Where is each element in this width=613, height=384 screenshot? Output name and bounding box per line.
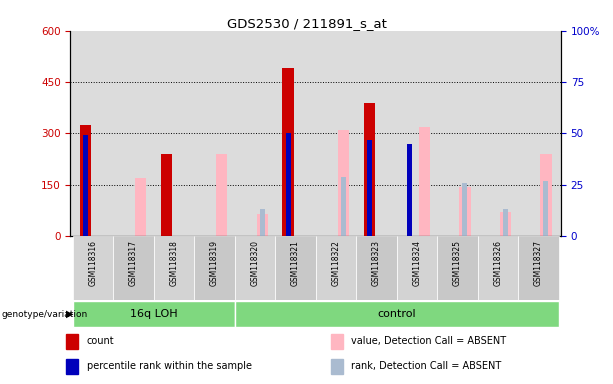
Bar: [407, 144, 412, 236]
Bar: [283, 68, 294, 236]
Bar: [286, 133, 291, 236]
Text: GSM118316: GSM118316: [88, 240, 97, 286]
Text: GSM118326: GSM118326: [493, 240, 503, 286]
Bar: [256, 214, 268, 236]
Text: 16q LOH: 16q LOH: [130, 309, 177, 319]
Bar: [135, 178, 147, 236]
Bar: [66, 334, 78, 349]
Bar: [478, 236, 519, 300]
Text: count: count: [86, 336, 114, 346]
Text: percentile rank within the sample: percentile rank within the sample: [86, 361, 251, 371]
Bar: [341, 177, 346, 236]
Bar: [235, 236, 275, 300]
Bar: [338, 130, 349, 236]
Bar: [331, 359, 343, 374]
Text: GDS2530 / 211891_s_at: GDS2530 / 211891_s_at: [227, 17, 386, 30]
Text: GSM118320: GSM118320: [250, 240, 259, 286]
Bar: [72, 236, 113, 300]
Bar: [161, 154, 172, 236]
Bar: [540, 154, 552, 236]
Text: ▶: ▶: [66, 309, 74, 319]
Bar: [459, 187, 471, 236]
Bar: [364, 103, 375, 236]
Bar: [331, 334, 343, 349]
Bar: [356, 236, 397, 300]
Bar: [83, 136, 88, 236]
Bar: [462, 183, 467, 236]
Text: GSM118327: GSM118327: [534, 240, 543, 286]
Bar: [275, 236, 316, 300]
Bar: [113, 236, 154, 300]
Text: genotype/variation: genotype/variation: [2, 310, 88, 319]
Bar: [194, 236, 235, 300]
Text: value, Detection Call = ABSENT: value, Detection Call = ABSENT: [351, 336, 506, 346]
Bar: [519, 236, 559, 300]
Bar: [419, 127, 430, 236]
Text: GSM118322: GSM118322: [332, 240, 340, 286]
Bar: [80, 125, 91, 236]
Text: GSM118317: GSM118317: [129, 240, 138, 286]
Text: control: control: [378, 309, 416, 319]
Bar: [154, 236, 194, 300]
Bar: [216, 154, 227, 236]
Bar: [503, 209, 508, 236]
Bar: [235, 301, 559, 327]
Bar: [72, 301, 235, 327]
Bar: [397, 236, 437, 300]
Bar: [260, 209, 265, 236]
Bar: [316, 236, 356, 300]
Bar: [500, 212, 511, 236]
Text: GSM118318: GSM118318: [169, 240, 178, 286]
Text: GSM118325: GSM118325: [453, 240, 462, 286]
Text: rank, Detection Call = ABSENT: rank, Detection Call = ABSENT: [351, 361, 501, 371]
Text: GSM118319: GSM118319: [210, 240, 219, 286]
Bar: [367, 140, 371, 236]
Text: GSM118324: GSM118324: [413, 240, 422, 286]
Text: GSM118321: GSM118321: [291, 240, 300, 286]
Bar: [66, 359, 78, 374]
Bar: [544, 181, 549, 236]
Bar: [437, 236, 478, 300]
Text: GSM118323: GSM118323: [372, 240, 381, 286]
